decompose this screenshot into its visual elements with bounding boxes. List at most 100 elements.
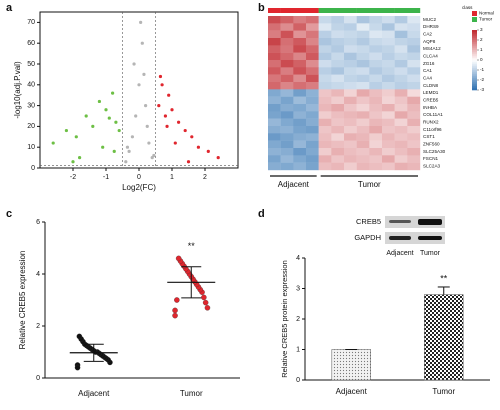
heat-cell [293,148,307,156]
heat-cell [331,140,345,149]
point [78,156,82,160]
point [216,156,220,160]
colorbar-step [472,76,477,79]
heat-cell [280,30,294,39]
group-label: Adjacent [278,180,310,189]
heat-cell [268,67,281,75]
x-tick-label: 0 [137,174,141,181]
colorbar-step [472,86,477,89]
heat-cell [331,60,345,68]
y-tick-label: 70 [27,19,35,26]
row-label: DHRS9 [423,24,439,29]
point [111,91,115,95]
heat-cell [344,148,357,156]
heat-cell [369,96,383,105]
heat-cell [394,38,408,46]
heat-cell [369,133,383,141]
x-axis-label: Log2(FC) [122,183,156,192]
heat-cell [407,140,421,149]
heat-cell [331,45,345,53]
row-label: CA4 [423,76,432,81]
heat-cell [382,30,395,39]
heat-cell [293,67,307,75]
point [167,93,171,97]
heat-cell [331,82,345,90]
heat-cell [394,111,408,119]
heat-cell [280,38,294,46]
heat-cell [268,155,281,163]
blot-row-label: GAPDH [354,233,381,242]
row-label: ZG16 [423,61,435,66]
colorbar-step [472,82,477,85]
row-label: LEMD1 [423,90,439,95]
heat-cell [344,126,357,134]
heat-cell [407,89,421,97]
heat-cell [280,126,294,134]
colorbar-step [472,40,477,43]
heat-cell [306,126,319,134]
heat-cell [344,74,357,83]
point [139,20,143,24]
heat-cell [356,118,370,127]
heat-cell [382,148,395,156]
heat-cell [268,104,281,112]
heat-cell [369,82,383,90]
heat-cell [331,118,345,127]
point [107,116,111,120]
panel-label: d [258,208,265,220]
heat-cell [344,140,357,149]
class-cell [331,8,345,13]
colorbar-label: 1 [480,47,483,52]
point [127,149,131,153]
heat-cell [394,23,408,31]
heat-cell [394,133,408,141]
class-cell [382,8,395,13]
heat-cell [280,133,294,141]
point [172,312,178,319]
colorbar-label: -2 [480,77,485,82]
heat-cell [369,60,383,68]
heat-cell [356,140,370,149]
heat-cell [394,148,408,156]
heat-cell [318,162,332,171]
heat-cell [268,148,281,156]
heat-cell [382,23,395,31]
heat-cell [394,67,408,75]
heat-cell [318,96,332,105]
class-cell [356,8,370,13]
heat-cell [280,148,294,156]
heat-cell [356,155,370,163]
colorbar-step [472,56,477,59]
point [124,160,128,164]
row-label: CST1 [423,134,435,139]
heat-cell [268,82,281,90]
point [177,120,181,124]
row-label: MS4A12 [423,46,441,51]
heat-cell [394,74,408,83]
heat-cell [382,96,395,105]
x-tick-label: -1 [103,174,109,181]
heat-cell [306,162,319,171]
heat-cell [293,133,307,141]
heat-cell [394,52,408,61]
heat-cell [369,162,383,171]
heat-cell [306,140,319,149]
y-tick-label: 2 [36,323,40,330]
heat-cell [293,52,307,61]
panel-label: a [6,2,13,14]
y-tick-label: 10 [27,144,35,151]
x-tick-label: Adjacent [78,389,110,398]
heat-cell [356,16,370,24]
point [190,135,194,139]
heat-cell [394,89,408,97]
heat-cell [293,38,307,46]
heat-cell [344,111,357,119]
y-axis-label: Relative CREB5 protein expression [280,260,289,378]
heat-cell [318,16,332,24]
heat-cell [318,67,332,75]
heat-cell [268,23,281,31]
heat-cell [293,23,307,31]
heat-cell [369,148,383,156]
heat-cell [344,23,357,31]
